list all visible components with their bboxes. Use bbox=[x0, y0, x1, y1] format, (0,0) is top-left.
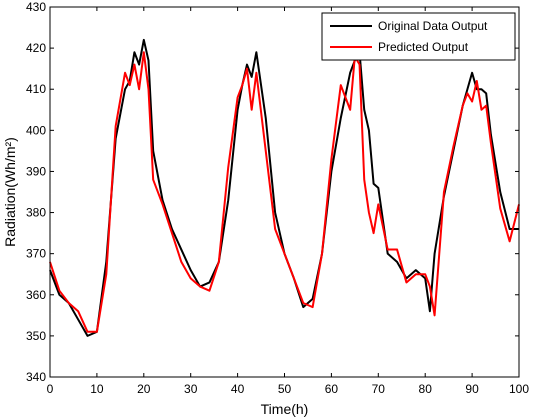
x-tick-label: 40 bbox=[231, 382, 245, 396]
y-tick-label: 430 bbox=[26, 0, 46, 14]
x-tick-label: 30 bbox=[184, 382, 198, 396]
x-tick-label: 90 bbox=[465, 382, 479, 396]
y-axis-title: Radiation(Wh/m²) bbox=[2, 137, 18, 247]
y-tick-label: 410 bbox=[26, 82, 46, 96]
y-tick-label: 350 bbox=[26, 329, 46, 343]
y-tick-label: 400 bbox=[26, 123, 46, 137]
x-tick-label: 20 bbox=[137, 382, 151, 396]
y-tick-label: 420 bbox=[26, 41, 46, 55]
legend: Original Data Output Predicted Output bbox=[321, 12, 516, 61]
x-tick-label: 100 bbox=[509, 382, 529, 396]
plot-area bbox=[50, 7, 519, 377]
y-tick-label: 370 bbox=[26, 247, 46, 261]
y-tick-label: 340 bbox=[26, 370, 46, 384]
legend-label-predicted: Predicted Output bbox=[378, 40, 469, 54]
x-axis-title: Time(h) bbox=[261, 401, 309, 417]
series-line-predicted bbox=[49, 51, 520, 333]
y-tick-label: 390 bbox=[26, 164, 46, 178]
y-tick-label: 360 bbox=[26, 288, 46, 302]
legend-box bbox=[321, 12, 516, 61]
legend-label-original: Original Data Output bbox=[378, 19, 488, 33]
x-tick-label: 50 bbox=[278, 382, 292, 396]
series-layer bbox=[49, 38, 520, 337]
x-tick-label: 60 bbox=[325, 382, 339, 396]
tick-layer: 0 10 20 30 40 50 60 70 80 90 100 340 350 360 370 380 390… bbox=[26, 0, 529, 396]
x-tick-label: 70 bbox=[372, 382, 386, 396]
y-tick-label: 380 bbox=[26, 206, 46, 220]
x-tick-label: 80 bbox=[419, 382, 433, 396]
x-tick-label: 10 bbox=[90, 382, 104, 396]
x-tick-label: 0 bbox=[47, 382, 54, 396]
